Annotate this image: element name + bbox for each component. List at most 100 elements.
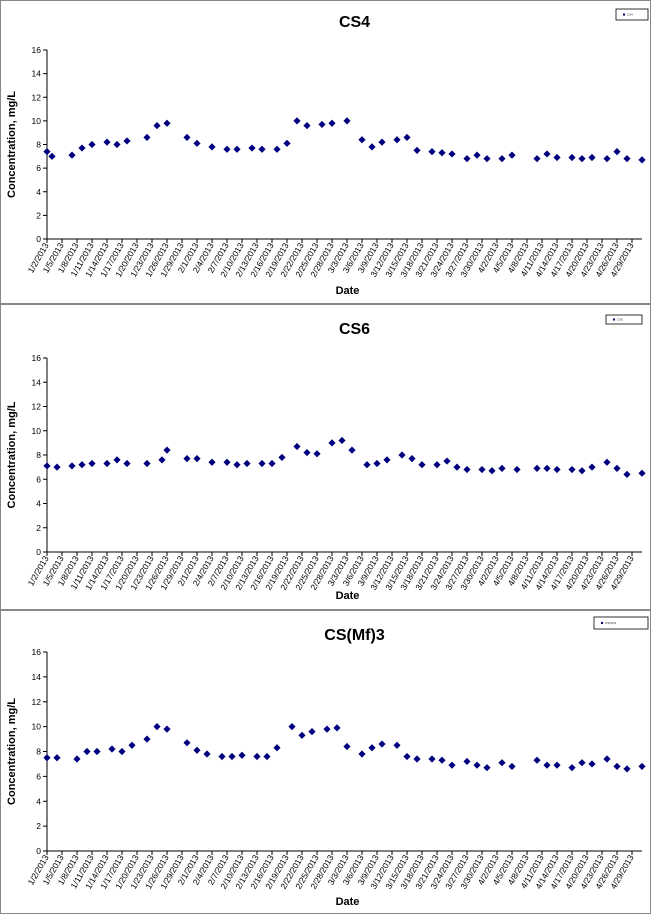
data-point xyxy=(358,750,366,758)
y-tick-label: 4 xyxy=(36,187,41,197)
data-point xyxy=(498,759,506,767)
data-point xyxy=(603,155,611,163)
data-point xyxy=(373,459,381,468)
data-point xyxy=(248,144,256,152)
legend-box xyxy=(593,616,649,630)
data-point xyxy=(443,457,451,465)
data-point xyxy=(158,456,166,464)
data-point xyxy=(293,117,301,125)
data-point xyxy=(368,143,376,151)
data-point xyxy=(263,752,271,761)
y-tick-label: 12 xyxy=(32,697,42,707)
legend-marker xyxy=(601,622,603,624)
data-point xyxy=(143,459,151,468)
data-point xyxy=(78,144,86,152)
data-point xyxy=(163,119,171,127)
y-axis-label: Concentration, mg/L xyxy=(6,401,18,508)
data-point xyxy=(483,764,491,772)
y-tick-label: 0 xyxy=(36,234,41,244)
data-point xyxy=(408,455,416,463)
data-point xyxy=(543,761,551,769)
data-point xyxy=(338,436,346,445)
data-point xyxy=(283,139,291,147)
legend-marker xyxy=(623,13,625,16)
data-point xyxy=(473,151,481,159)
chart-title: CS4 xyxy=(339,14,370,31)
data-point xyxy=(473,761,481,769)
data-point xyxy=(233,461,241,469)
data-point xyxy=(318,120,326,129)
data-point xyxy=(588,153,596,162)
legend-label: CS6 xyxy=(617,318,623,322)
data-point xyxy=(313,450,321,458)
data-point xyxy=(638,762,646,771)
data-point xyxy=(588,463,596,471)
data-point xyxy=(193,139,201,147)
data-point xyxy=(303,448,311,457)
data-point xyxy=(83,747,91,756)
y-tick-label: 14 xyxy=(32,672,42,682)
y-tick-label: 0 xyxy=(36,547,41,557)
chart-cs4: CS4 CS402468101214161/2/20131/5/20131/8/2… xyxy=(6,8,649,297)
legend-marker xyxy=(613,318,615,321)
data-point xyxy=(88,140,96,149)
y-tick-label: 2 xyxy=(36,210,41,220)
data-point xyxy=(113,140,121,149)
data-point xyxy=(553,761,561,769)
y-tick-label: 4 xyxy=(36,796,41,806)
y-tick-label: 6 xyxy=(36,163,41,173)
data-point xyxy=(543,150,551,158)
data-point xyxy=(533,464,541,472)
data-point xyxy=(103,138,111,146)
data-point xyxy=(218,752,226,761)
data-point xyxy=(498,464,506,472)
data-point xyxy=(243,459,251,468)
data-point xyxy=(143,133,151,142)
data-point xyxy=(308,728,316,736)
data-point xyxy=(303,122,311,130)
chart-panel-cs6: CS6 CS6 0 2 4 6 8 10 12 14 16 1/2/2013 1/5/2013 1/8/2… xyxy=(0,304,651,610)
data-point xyxy=(553,153,561,162)
data-point xyxy=(183,739,191,747)
data-point xyxy=(348,446,356,454)
data-point xyxy=(278,453,286,462)
data-point xyxy=(638,469,646,477)
data-point xyxy=(533,756,541,764)
data-point xyxy=(48,152,56,160)
data-point xyxy=(603,755,611,763)
data-point xyxy=(448,761,456,769)
data-point xyxy=(223,145,231,153)
data-point xyxy=(118,747,126,756)
data-point xyxy=(123,137,131,145)
data-point xyxy=(508,762,516,771)
data-point xyxy=(68,462,76,470)
data-point xyxy=(298,731,306,739)
data-point xyxy=(428,755,436,763)
y-tick-label: 4 xyxy=(36,499,41,509)
y-tick-label: 8 xyxy=(36,747,41,757)
data-point xyxy=(153,122,161,130)
data-point xyxy=(463,465,471,474)
chart-csmf3: CS(Mf)3CS(Mf)302468101214161/2/20131/5/2… xyxy=(6,616,649,908)
data-point xyxy=(78,461,86,469)
data-point xyxy=(163,446,171,454)
data-point xyxy=(578,155,586,163)
data-point xyxy=(378,138,386,146)
data-point xyxy=(238,751,246,759)
data-point xyxy=(143,735,151,743)
legend-box xyxy=(605,314,643,325)
data-point xyxy=(343,742,351,751)
x-axis-label: Date xyxy=(336,285,360,297)
data-point xyxy=(393,741,401,749)
data-point xyxy=(418,461,426,469)
data-point xyxy=(588,760,596,768)
data-point xyxy=(413,146,421,155)
y-tick-label: 14 xyxy=(32,69,42,79)
chart-panel-csmf3: CS(Mf)3 CS(Mf)3 0 2 4 6 8 10 12 14 16 1/2/2013 1/5/2… xyxy=(0,610,651,914)
data-point xyxy=(43,462,51,470)
data-point xyxy=(208,143,216,151)
data-point xyxy=(498,155,506,163)
data-point xyxy=(403,752,411,761)
legend-box xyxy=(615,8,649,21)
